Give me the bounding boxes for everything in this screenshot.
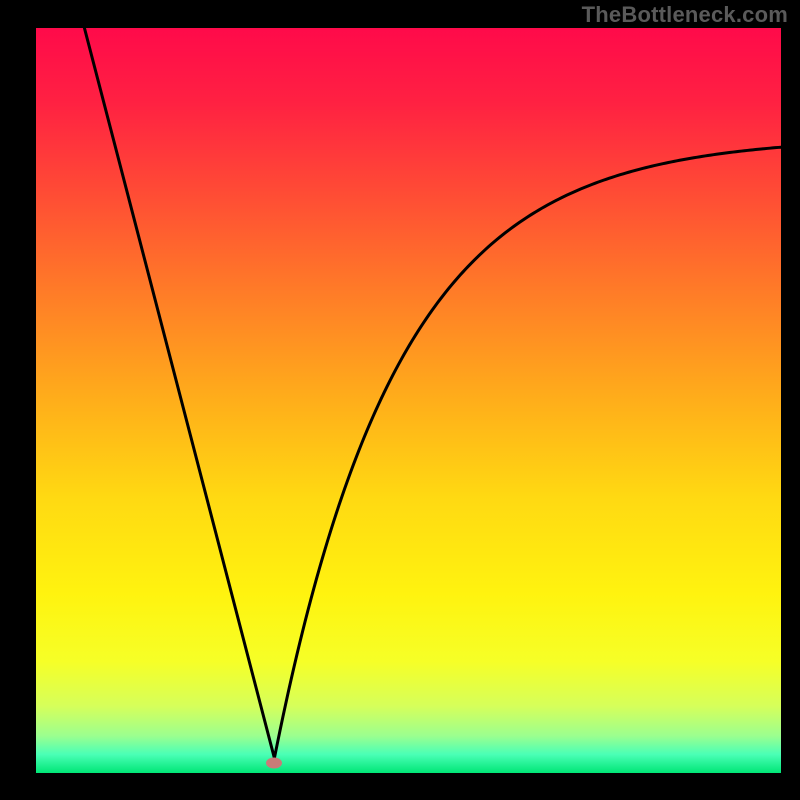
watermark-text: TheBottleneck.com [582,2,788,28]
chart-svg [0,0,800,800]
minimum-point-marker [266,757,282,768]
bottleneck-curve [84,28,781,758]
